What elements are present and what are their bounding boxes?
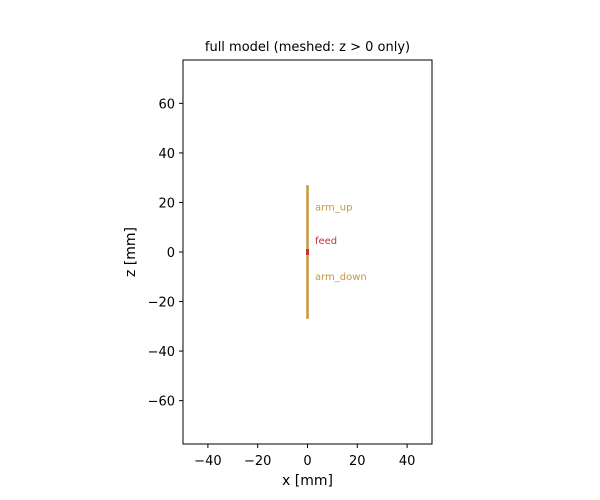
x-tick-label: −40 <box>194 454 221 469</box>
y-tick-label: 0 <box>167 246 175 261</box>
x-tick-label: 40 <box>399 454 416 469</box>
x-tick-label: −20 <box>244 454 271 469</box>
x-tick-label: 20 <box>349 454 366 469</box>
y-tick-label: 20 <box>158 196 175 211</box>
y-tick-label: −20 <box>148 296 175 311</box>
chart-title: full model (meshed: z > 0 only) <box>205 40 410 55</box>
annotation-arm-down: arm_down <box>315 272 367 283</box>
y-tick-label: 60 <box>158 97 175 112</box>
annotation-arm-up: arm_up <box>315 202 353 213</box>
y-axis-label: z [mm] <box>123 227 139 277</box>
x-axis-label: x [mm] <box>282 473 333 489</box>
y-tick-label: 40 <box>158 147 175 162</box>
x-tick-label: 0 <box>303 454 311 469</box>
annotation-feed: feed <box>315 236 337 247</box>
x-axis: −40 −20 0 20 40 <box>194 444 415 469</box>
y-tick-label: −60 <box>148 395 175 410</box>
y-tick-label: −40 <box>148 345 175 360</box>
y-axis: −60 −40 −20 0 20 40 60 <box>148 97 183 410</box>
